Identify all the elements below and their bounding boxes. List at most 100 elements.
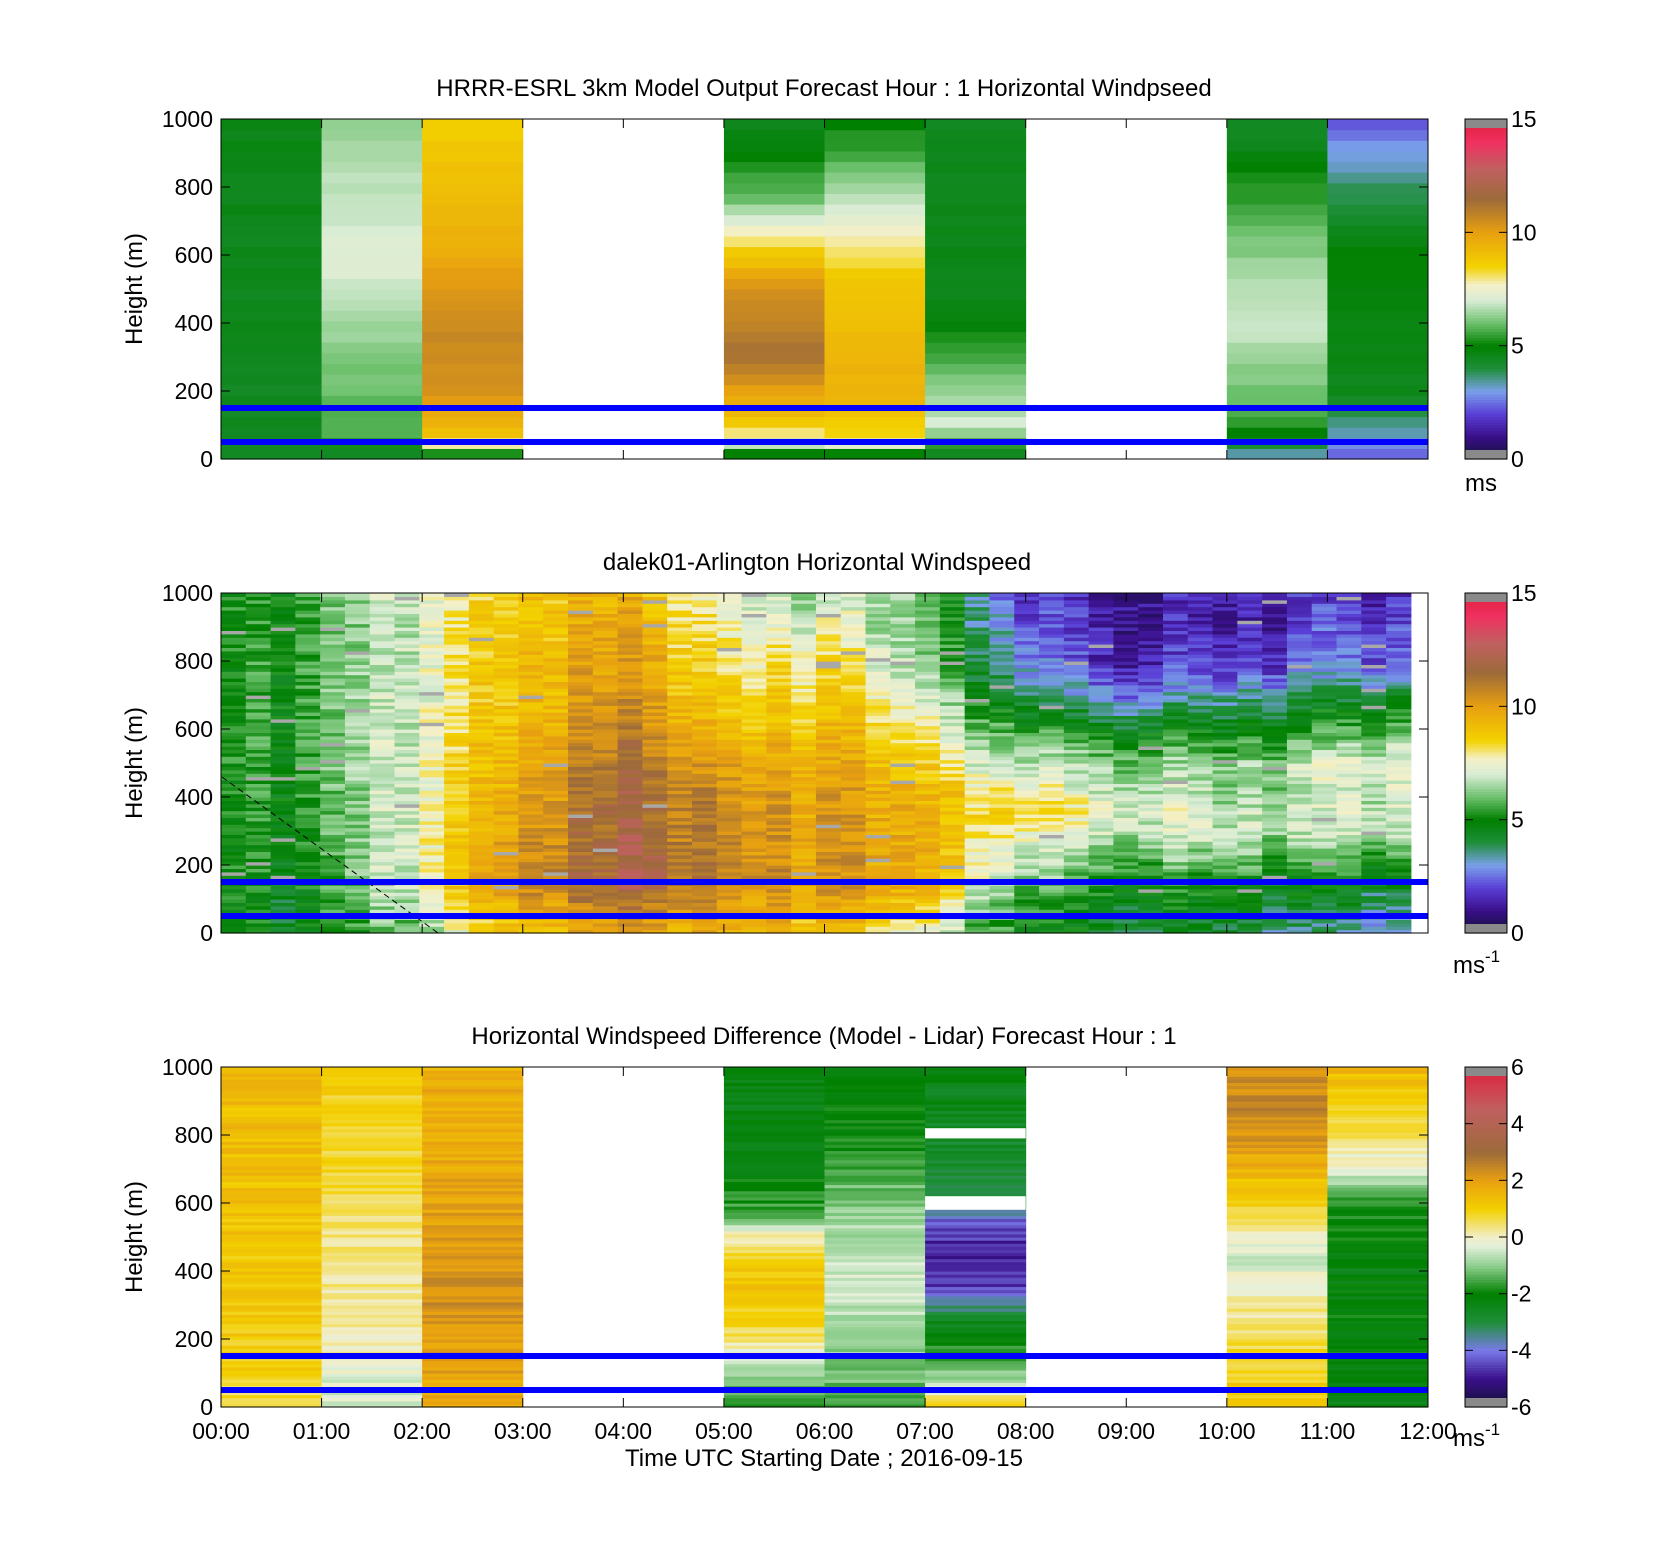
panel1-cell bbox=[825, 353, 926, 364]
panel2-cell bbox=[989, 593, 1014, 597]
panel1-cell bbox=[1327, 385, 1428, 396]
panel1-cell bbox=[925, 289, 1026, 300]
panel1-cell bbox=[422, 321, 523, 332]
panel1-cell bbox=[221, 162, 322, 173]
panel-model-windspeed: HRRR-ESRL 3km Model Output Forecast Hour… bbox=[121, 75, 1537, 497]
panel1-cell bbox=[221, 172, 322, 183]
panel1-cell bbox=[825, 427, 926, 438]
y-tick-label: 200 bbox=[175, 378, 213, 404]
panel1-cell bbox=[322, 417, 423, 428]
panel1-cell bbox=[322, 395, 423, 406]
colorbar-overflow-cap bbox=[1465, 119, 1507, 128]
panel1-cell bbox=[322, 225, 423, 236]
panel1-cell bbox=[1327, 417, 1428, 428]
panel1-cell bbox=[724, 342, 825, 353]
panel1-cell bbox=[221, 300, 322, 311]
colorbar-tick-label: 0 bbox=[1511, 446, 1524, 472]
panel1-cell bbox=[1227, 385, 1328, 396]
panel1-cell bbox=[724, 310, 825, 321]
panel1-cell bbox=[422, 353, 523, 364]
panel1-cell bbox=[1327, 427, 1428, 438]
panel2-cell bbox=[395, 593, 420, 597]
panel1-cell bbox=[1227, 363, 1328, 374]
panel1-cell bbox=[1227, 172, 1328, 183]
panel1-cell bbox=[221, 225, 322, 236]
panel1-cell bbox=[422, 268, 523, 279]
panel1-cell bbox=[422, 363, 523, 374]
panel1-cell bbox=[1327, 130, 1428, 141]
panel1-cell bbox=[724, 204, 825, 215]
panel2-cell bbox=[766, 593, 791, 597]
panel1-cell bbox=[422, 278, 523, 289]
panel1-cell bbox=[925, 278, 1026, 289]
y-tick-label: 800 bbox=[175, 174, 213, 200]
panel1-cell bbox=[221, 119, 322, 130]
panel2-cell bbox=[1287, 593, 1312, 597]
panel1-cell bbox=[322, 140, 423, 151]
panel1-cell bbox=[422, 385, 523, 396]
panel2-cell bbox=[667, 593, 692, 597]
panel1-cell bbox=[825, 204, 926, 215]
panel1-cell bbox=[1327, 172, 1428, 183]
panel1-cell bbox=[925, 342, 1026, 353]
panel2-cell bbox=[1014, 593, 1039, 597]
panel1-cell bbox=[221, 204, 322, 215]
panel1-cell bbox=[1227, 332, 1328, 343]
panel1-cell bbox=[422, 427, 523, 438]
panel2-cell bbox=[271, 593, 296, 597]
panel1-cell bbox=[1327, 374, 1428, 385]
panel1-cell bbox=[925, 395, 1026, 406]
panel1-cell bbox=[422, 247, 523, 258]
panel1-cell bbox=[925, 151, 1026, 162]
panel1-cell bbox=[422, 215, 523, 226]
panel1-cell bbox=[925, 448, 1026, 459]
panel2-cell bbox=[419, 593, 444, 597]
panel1-cell bbox=[825, 140, 926, 151]
panel2-cell bbox=[1237, 593, 1262, 597]
panel2-cell bbox=[345, 593, 370, 597]
panel1-cell bbox=[322, 215, 423, 226]
panel1-cell bbox=[1327, 395, 1428, 406]
panel1-cell bbox=[724, 215, 825, 226]
panel1-cell bbox=[1227, 448, 1328, 459]
panel1-cell bbox=[724, 427, 825, 438]
panel1-cell bbox=[422, 300, 523, 311]
panel1-cell bbox=[925, 140, 1026, 151]
panel1-cell bbox=[825, 332, 926, 343]
panel1-cell bbox=[1327, 119, 1428, 130]
panel1-cell bbox=[1327, 363, 1428, 374]
panel1-cell bbox=[322, 204, 423, 215]
panel1-cell bbox=[1327, 151, 1428, 162]
panel1-cell bbox=[1227, 130, 1328, 141]
panel1-cell bbox=[221, 353, 322, 364]
panel1-cell bbox=[221, 385, 322, 396]
panel1-cell bbox=[724, 300, 825, 311]
panel1-cell bbox=[724, 395, 825, 406]
panel2-cell bbox=[791, 593, 816, 597]
panel1-cell bbox=[1227, 204, 1328, 215]
panel1-cell bbox=[221, 130, 322, 141]
panel-lidar-windspeed: dalek01-Arlington Horizontal Windspeed 0… bbox=[121, 549, 1537, 979]
panel1-cell bbox=[825, 374, 926, 385]
panel1-cell bbox=[221, 257, 322, 268]
panel1-cell bbox=[825, 162, 926, 173]
panel1-cell bbox=[1327, 257, 1428, 268]
panel2-cell bbox=[593, 593, 618, 597]
panel1-cell bbox=[422, 130, 523, 141]
panel1-cell bbox=[925, 183, 1026, 194]
panel1-cell bbox=[322, 247, 423, 258]
panel2-cell bbox=[816, 593, 841, 597]
panel1-cell bbox=[1327, 236, 1428, 247]
panel2-cell bbox=[692, 593, 717, 597]
panel1-cell bbox=[1327, 183, 1428, 194]
y-tick-label: 0 bbox=[200, 446, 213, 472]
panel1-cell bbox=[322, 310, 423, 321]
panel1-cell bbox=[724, 225, 825, 236]
panel1-cell bbox=[825, 363, 926, 374]
panel1-cell bbox=[322, 374, 423, 385]
panel2-cell bbox=[890, 593, 915, 597]
panel1-cell bbox=[221, 289, 322, 300]
panel1-cell bbox=[221, 236, 322, 247]
panel1-cell bbox=[724, 236, 825, 247]
panel1-cell bbox=[1327, 204, 1428, 215]
